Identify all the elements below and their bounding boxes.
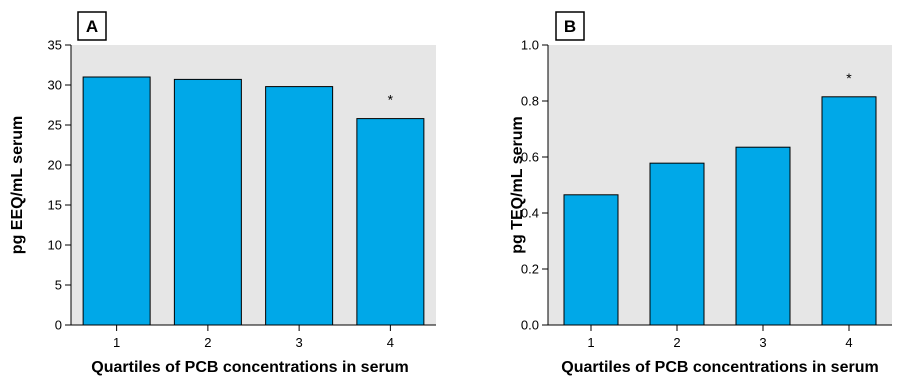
- y-ticks-b: 0.0 0.2 0.4 0.6 0.8 1.0: [521, 38, 548, 333]
- x-tick-label-a: 2: [204, 335, 211, 350]
- y-tick-label-a: 0: [55, 318, 62, 333]
- x-tick-label-a: 3: [296, 335, 303, 350]
- x-tick-label-b: 2: [673, 335, 680, 350]
- y-tick-label-a: 15: [48, 198, 62, 213]
- bar-b-3: [735, 146, 791, 326]
- y-tick-label-b: 0.6: [521, 150, 539, 165]
- y-tick-label-b: 0.0: [521, 318, 539, 333]
- bar-a-3: [265, 86, 334, 326]
- y-tick-label-b: 0.4: [521, 206, 539, 221]
- y-tick-label-b: 1.0: [521, 38, 539, 53]
- significance-marker-a: *: [388, 92, 394, 108]
- y-tick-label-a: 10: [48, 238, 62, 253]
- bar-b-2: [649, 162, 705, 326]
- x-axis-label-a: Quartiles of PCB concentrations in serum: [91, 359, 408, 376]
- y-axis-label-a: pg EEQ/mL serum: [9, 116, 26, 254]
- x-ticks-b: 1 2 3 4: [587, 325, 853, 350]
- bars-b: [563, 96, 877, 326]
- x-tick-label-b: 4: [845, 335, 852, 350]
- bar-b-4: [821, 96, 877, 326]
- chart-panel-b: 0.0 0.2 0.4 0.6 0.8 1.0 1 2 3 4 * B pg TEQ/mL se…: [509, 11, 892, 376]
- panel-label-a: A: [86, 17, 98, 36]
- x-tick-label-a: 4: [387, 335, 394, 350]
- panel-label-box-b: [555, 11, 585, 41]
- x-tick-label-b: 3: [759, 335, 766, 350]
- significance-markers-a: *: [388, 92, 394, 108]
- x-tick-label-b: 1: [587, 335, 594, 350]
- y-tick-label-a: 25: [48, 118, 62, 133]
- y-tick-label-a: 5: [55, 278, 62, 293]
- y-axis-label-b: pg TEQ/mL serum: [509, 116, 526, 254]
- y-tick-label-a: 35: [48, 38, 62, 53]
- y-ticks-a: 0 5 10 15 20 25 30 35: [48, 38, 71, 333]
- x-ticks-a: 1 2 3 4: [113, 325, 394, 350]
- bar-a-4: [356, 118, 425, 326]
- panel-label-b: B: [564, 17, 576, 36]
- bar-b-1: [563, 194, 619, 326]
- panel-label-box-a: [77, 11, 107, 41]
- significance-markers-b: *: [846, 70, 852, 86]
- x-tick-label-a: 1: [113, 335, 120, 350]
- bar-a-1: [82, 76, 151, 326]
- x-axis-label-b: Quartiles of PCB concentrations in serum: [561, 359, 878, 376]
- y-tick-label-b: 0.8: [521, 94, 539, 109]
- bar-a-2: [173, 78, 242, 326]
- bars-a: [82, 76, 425, 326]
- significance-marker-b: *: [846, 70, 852, 86]
- y-tick-label-a: 20: [48, 158, 62, 173]
- y-tick-label-a: 30: [48, 78, 62, 93]
- y-tick-label-b: 0.2: [521, 262, 539, 277]
